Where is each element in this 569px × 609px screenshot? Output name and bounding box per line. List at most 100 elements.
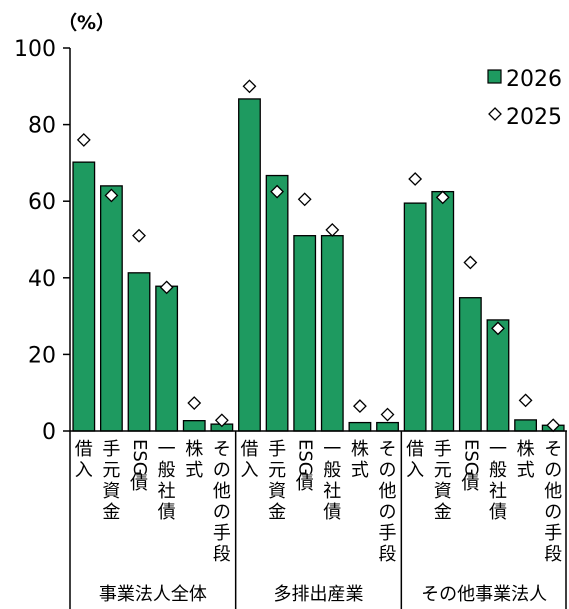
- category-label: そ: [213, 439, 231, 460]
- category-label: 債: [130, 473, 148, 494]
- bar-2026: [403, 202, 427, 432]
- category-label: 借: [240, 439, 258, 460]
- category-label: 社: [158, 481, 176, 502]
- category-label: の: [379, 502, 397, 523]
- bar-2026: [155, 285, 179, 432]
- category-label: 借: [75, 439, 93, 460]
- category-label: 般: [323, 460, 341, 481]
- category-label: 式: [185, 460, 203, 481]
- y-tick-label: 60: [28, 190, 56, 215]
- category-label: 他: [213, 481, 231, 502]
- category-label: 借: [406, 439, 424, 460]
- category-label: 一: [158, 439, 176, 460]
- group-label: 多排出産業: [274, 584, 364, 605]
- category-label: ESG: [129, 439, 150, 476]
- marker-2025: [132, 228, 146, 243]
- marker-2025: [242, 79, 257, 94]
- category-label: 段: [213, 544, 231, 565]
- bar-2026: [72, 161, 96, 432]
- category-label: 入: [406, 460, 424, 481]
- y-tick-label: 80: [28, 114, 56, 139]
- category-label: ESG: [295, 439, 316, 476]
- category-label: 他: [379, 481, 397, 502]
- category-label: 元: [102, 460, 120, 481]
- marker-2025: [297, 192, 312, 207]
- category-label: の: [379, 460, 397, 481]
- category-label: 債: [489, 502, 507, 523]
- category-label: 入: [240, 460, 258, 481]
- marker-2025: [491, 321, 505, 336]
- marker-2025: [187, 396, 202, 410]
- bar-2026: [127, 272, 151, 432]
- marker-2025: [76, 133, 91, 147]
- y-tick-label: 20: [28, 343, 56, 368]
- category-label: 段: [544, 544, 562, 565]
- category-label: の: [544, 502, 562, 523]
- category-label: 社: [323, 481, 341, 502]
- category-label: の: [213, 460, 231, 481]
- marker-2025: [159, 280, 174, 295]
- category-label: 株: [185, 439, 203, 460]
- category-label: 金: [102, 502, 120, 523]
- category-label: 資: [434, 481, 452, 502]
- y-axis-unit-label: （%）: [58, 11, 115, 34]
- category-label: 手: [268, 439, 286, 460]
- category-label: 資: [268, 481, 286, 502]
- marker-2025: [463, 255, 478, 270]
- legend-label-2026: 2026: [506, 67, 562, 92]
- category-label: 式: [351, 460, 369, 481]
- category-label: 債: [158, 502, 176, 523]
- bar-2026: [99, 185, 123, 432]
- y-tick-label: 100: [14, 37, 56, 62]
- category-label: 一: [323, 439, 341, 460]
- bar-2026: [458, 297, 482, 432]
- category-label: 債: [461, 473, 479, 494]
- category-label: そ: [544, 439, 562, 460]
- legend-label-2025: 2025: [506, 105, 562, 130]
- category-label: 入: [75, 460, 93, 481]
- bar-2026: [486, 319, 510, 432]
- marker-2025: [518, 393, 533, 408]
- category-label: 手: [213, 523, 231, 544]
- marker-2025: [325, 223, 340, 237]
- category-label: 段: [379, 544, 397, 565]
- bar-2026: [182, 420, 206, 432]
- category-label: 般: [489, 460, 507, 481]
- y-tick-label: 0: [42, 420, 56, 445]
- bar-2026: [431, 190, 455, 432]
- group-label: 事業法人全体: [99, 584, 207, 605]
- marker-2025: [435, 190, 450, 205]
- category-label: 他: [544, 481, 562, 502]
- category-label: 一: [489, 439, 507, 460]
- marker-2025: [104, 188, 119, 203]
- y-tick-label: 40: [28, 267, 56, 292]
- group-label: その他事業法人: [421, 584, 547, 605]
- legend: 2026 2025: [487, 67, 562, 130]
- marker-2025: [352, 399, 367, 414]
- category-label: の: [544, 460, 562, 481]
- marker-2025: [408, 172, 423, 186]
- category-label: 式: [517, 460, 535, 481]
- bar-2026: [320, 235, 344, 432]
- category-label: 債: [323, 502, 341, 523]
- category-label: 手: [434, 439, 452, 460]
- category-label: 株: [351, 439, 369, 460]
- bar-2026: [293, 235, 317, 432]
- category-label: 般: [158, 460, 176, 481]
- category-label: そ: [379, 439, 397, 460]
- bar-2026: [238, 98, 261, 432]
- category-label: 手: [379, 523, 397, 544]
- category-label: 元: [434, 460, 452, 481]
- category-label: 社: [489, 481, 507, 502]
- category-label: 債: [296, 473, 314, 494]
- category-label: 手: [544, 523, 562, 544]
- category-label: 資: [102, 481, 120, 502]
- legend-marker-2025: [488, 107, 502, 121]
- marker-2025: [380, 407, 395, 422]
- category-label: 金: [268, 502, 286, 523]
- legend-swatch-2026: [487, 69, 502, 84]
- bar-2026: [348, 421, 372, 432]
- category-label: 手: [102, 439, 120, 460]
- category-label: 金: [434, 502, 452, 523]
